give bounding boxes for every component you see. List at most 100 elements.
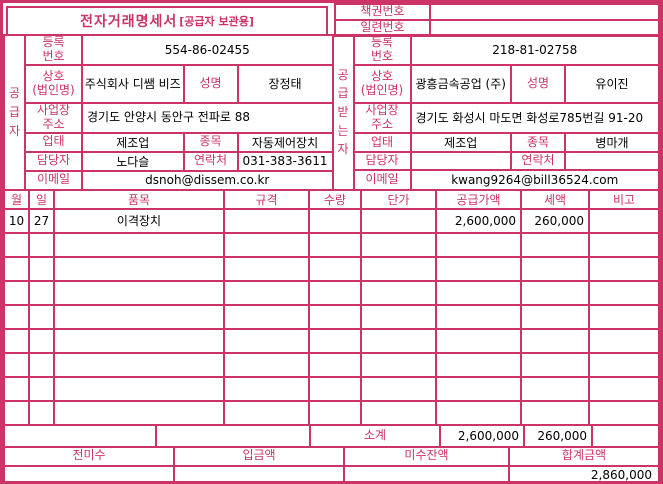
item-cell-supply [435,303,522,330]
item-cell-qty [308,255,362,282]
supplier-company-row: 상호 (법인명) 주식회사 디쌤 비즈 성명 장정태 [4,63,332,104]
buyer-email-row: 이메일 kwang9264@bill36524.com [333,169,660,191]
item-cell-tax [520,375,590,402]
item-cell-note [588,351,660,378]
item-cell-unit_price [360,351,437,378]
buyer-company-label: 상호 (법인명) [352,63,412,105]
item-cell-unit_price [360,207,437,234]
buyer-registration-value: 218-81-02758 [409,34,660,66]
item-cell-qty [308,303,362,330]
supplier-business-type-value: 제조업 [81,131,185,153]
item-cell-month [3,255,30,282]
buyer-address-label: 사업장 주소 [352,102,412,135]
item-cell-month [3,351,30,378]
header-number-table: 책권번호 일련번호 [334,3,660,37]
items-column-header: 수량 [308,188,362,210]
item-cell-unit_price [360,303,437,330]
buyer-business-row: 업태 제조업 종목 병마개 [333,132,660,154]
item-cell-item [53,399,225,426]
item-cell-supply [435,327,522,354]
item-cell-spec [223,327,310,354]
outstanding-value [343,464,510,481]
buyer-manager-label: 담당자 [352,151,412,172]
supplier-registration-label: 등록 번호 [24,34,83,66]
supplier-address-row: 사업장 주소 경기도 안양시 동안구 전파로 88 [4,101,332,134]
item-cell-item [53,303,225,330]
book-number-row: 책권번호 [334,3,660,21]
deposit-value [173,464,345,481]
item-cell-day [28,303,55,330]
item-cell-note [588,303,660,330]
item-row [3,375,660,402]
item-cell-month [3,327,30,354]
item-cell-tax [520,327,590,354]
item-cell-day [28,255,55,282]
item-cell-day [28,399,55,426]
buyer-manager-value [409,151,512,172]
item-cell-unit_price [360,375,437,402]
item-cell-note [588,399,660,426]
buyer-business-item-label: 종목 [509,132,566,154]
buyer-email-label: 이메일 [352,169,412,191]
item-cell-item [53,375,225,402]
buyer-ceo-value: 유이진 [563,63,660,105]
item-cell-day [28,231,55,258]
item-cell-qty [308,351,362,378]
items-column-header: 품목 [53,188,225,210]
item-row [3,279,660,306]
total-amount-value: 2,860,000 [508,464,660,481]
buyer-company-value: 광흥금속공업 (주) [409,63,512,105]
item-cell-month [3,399,30,426]
item-cell-spec [223,399,310,426]
subtotal-tax-value: 260,000 [523,423,593,448]
subtotal-supply-value: 2,600,000 [439,423,525,448]
items-column-header: 규격 [223,188,310,210]
supplier-manager-value: 노다슬 [81,150,185,172]
document-title-suffix: [공급자 보관용] [179,15,254,28]
buyer-business-type-value: 제조업 [409,132,512,154]
subtotal-label: 소계 [309,423,441,448]
item-cell-note [588,207,660,234]
item-cell-month: 10 [3,207,30,234]
supplier-side-label: 공급자 [3,34,26,191]
total-amount-label: 합계금액 [508,445,660,467]
items-column-header: 일 [28,188,55,210]
item-cell-note [588,327,660,354]
item-cell-supply [435,255,522,282]
supplier-registration-value: 554-86-02455 [81,34,332,66]
buyer-business-type-label: 업태 [352,132,412,154]
item-cell-month [3,303,30,330]
item-cell-day [28,375,55,402]
supplier-registration-row: 공급자 등록 번호 554-86-02455 [3,34,332,191]
item-row [3,399,660,426]
supplier-business-type-label: 업태 [24,131,83,153]
items-column-header: 비고 [588,188,660,210]
item-cell-tax [520,303,590,330]
supplier-block: 공급자 등록 번호 554-86-02455 상호 (법인명) 주식회사 디쌤 … [3,34,332,191]
supplier-ceo-label: 성명 [182,63,239,104]
subtotal-row: 소계 2,600,000 260,000 [3,423,660,448]
item-cell-unit_price [360,399,437,426]
items-column-header: 월 [3,188,30,210]
item-cell-day [28,351,55,378]
supplier-manager-label: 담당자 [24,150,83,172]
item-cell-unit_price [360,327,437,354]
item-cell-qty [308,375,362,402]
buyer-address-value: 경기도 화성시 마도면 화성로785번길 91-20 [409,102,660,135]
item-cell-unit_price [360,231,437,258]
items-body: 10 27 이격장치 2,600,000 260,000 [3,207,660,426]
supplier-business-row: 업태 제조업 종목 자동제어장치 [4,131,332,153]
item-cell-item [53,231,225,258]
item-cell-spec [223,375,310,402]
buyer-registration-label: 등록 번호 [352,34,412,66]
supplier-email-value: dsnoh@dissem.co.kr [81,169,332,191]
book-number-label: 책권번호 [334,3,431,21]
item-cell-supply [435,375,522,402]
buyer-block: 공급받는자 등록 번호 218-81-02758 상호 (법인명) 광흥금속공업… [331,34,660,191]
item-cell-supply [435,279,522,306]
items-table: 월 일 품목 규격 수량 단가 공급가액 세액 비고 10 27 이격장치 2,600,000 260,… [3,188,660,426]
item-row [3,303,660,330]
buyer-email-value: kwang9264@bill36524.com [409,169,660,191]
item-cell-spec [223,231,310,258]
buyer-side-label: 공급받는자 [331,34,355,191]
